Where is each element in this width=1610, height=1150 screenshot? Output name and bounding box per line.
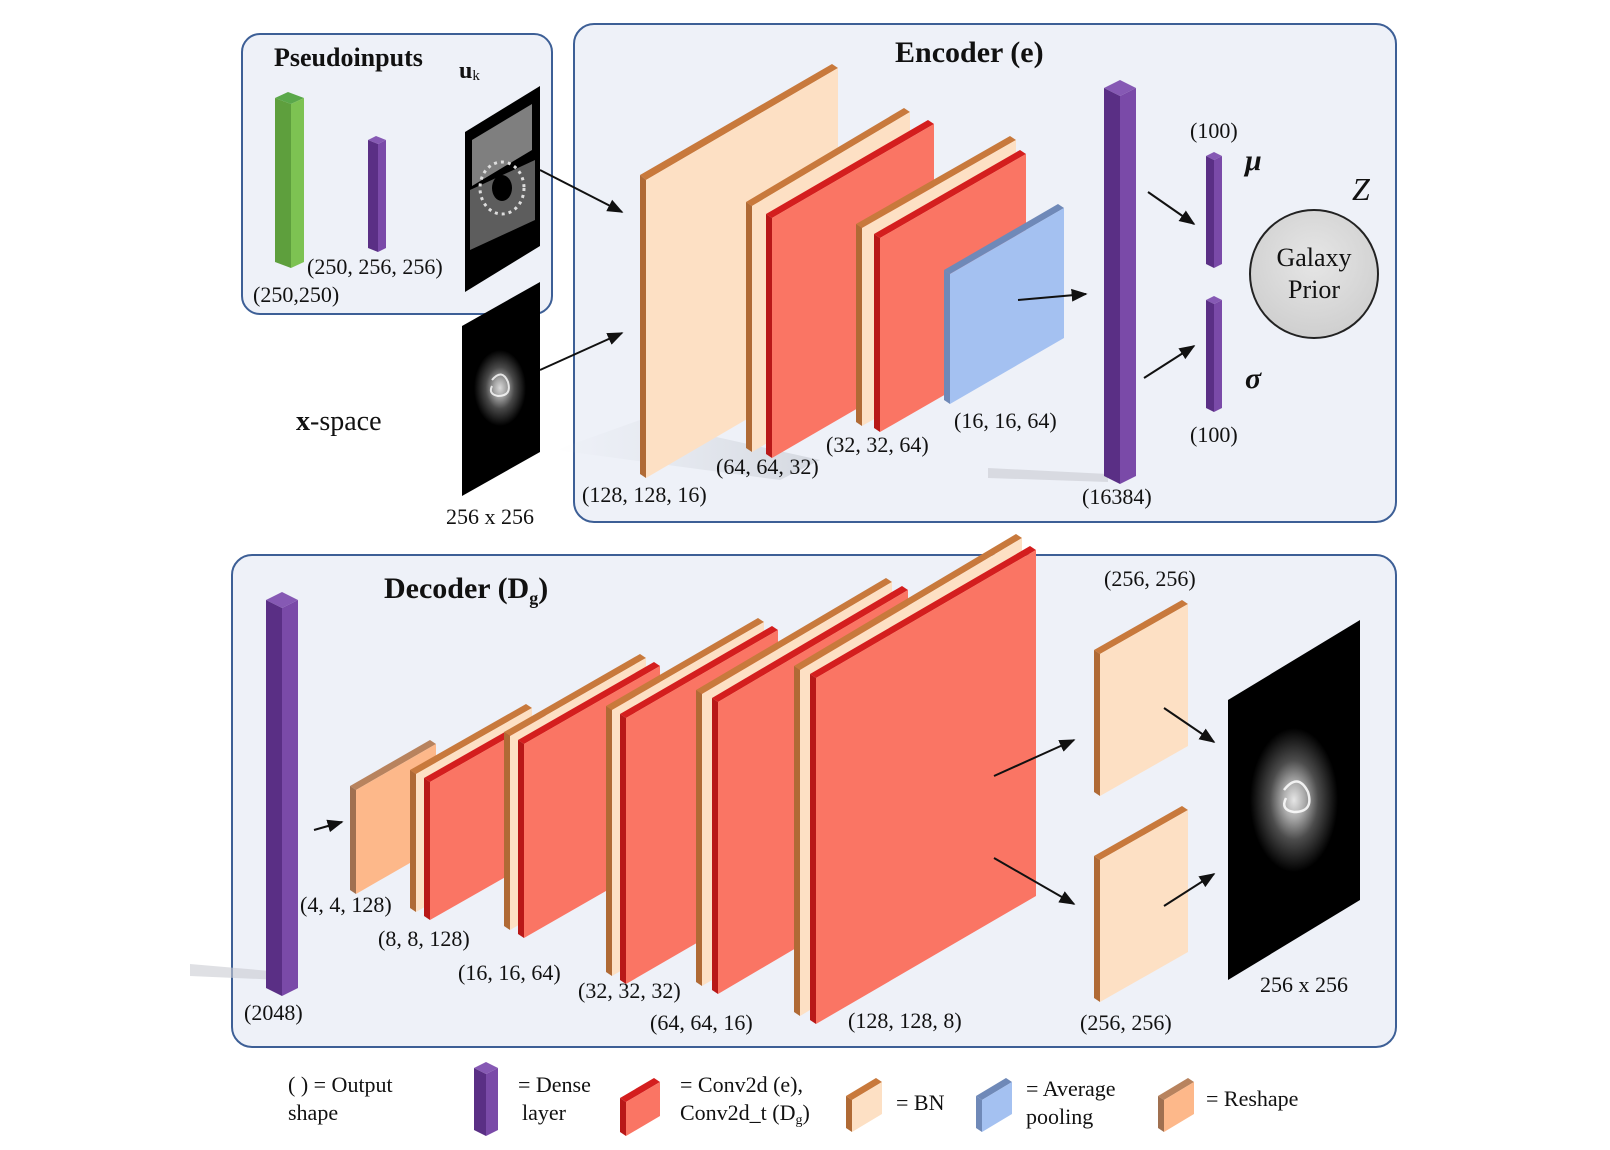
legend-reshape: = Reshape — [1206, 1086, 1298, 1111]
head-top-shape: (256, 256) — [1104, 566, 1196, 591]
pseudoinputs-title: Pseudoinputs — [274, 43, 423, 72]
arrow-pool-to-dense — [1017, 288, 1088, 302]
x-space-label: x-space — [296, 406, 382, 437]
enc-shape-5: (16384) — [1082, 484, 1152, 509]
dec-shape-4: (32, 32, 32) — [578, 978, 681, 1003]
arrow-dense-to-reshape — [313, 819, 344, 833]
legend-conv-1: = Conv2d (e), — [680, 1072, 803, 1097]
dec-shape-6: (128, 128, 8) — [848, 1008, 962, 1033]
galaxy-prior-node: Galaxy Prior — [1249, 209, 1379, 339]
mu-dense-layer — [1206, 152, 1222, 268]
encoder-avg-pool — [944, 204, 1064, 404]
z-symbol: Z — [1352, 171, 1371, 207]
prior-line-2: Prior — [1288, 275, 1340, 304]
green-dense-layer — [275, 92, 304, 268]
arrow-x-to-encoder — [539, 332, 624, 371]
decoder-title: Decoder (Dg) — [384, 572, 548, 608]
legend-conv-swatch — [620, 1078, 660, 1136]
arrow-head-top-to-output — [1163, 707, 1216, 743]
dec-shape-reshape: (4, 4, 128) — [300, 892, 392, 917]
uk-label: uk — [459, 58, 480, 84]
legend-dense-swatch — [474, 1062, 498, 1136]
mu-shape: (100) — [1190, 118, 1238, 143]
legend-output-shape-2: shape — [288, 1100, 338, 1125]
input-size-label: 256 x 256 — [446, 504, 534, 529]
pseudoinput-image — [465, 86, 540, 292]
arrow-to-mu — [1147, 191, 1196, 225]
dec-shape-dense: (2048) — [244, 1000, 303, 1025]
input-galaxy-image — [462, 282, 540, 496]
encoder-dense-layer — [1104, 80, 1136, 484]
sigma-dense-layer — [1206, 296, 1222, 412]
legend-bn: = BN — [896, 1090, 945, 1115]
head-bottom-shape: (256, 256) — [1080, 1010, 1172, 1035]
arrow-pseudo-to-encoder — [539, 169, 624, 213]
pseudo-dense-layer — [368, 136, 386, 252]
enc-shape-4: (16, 16, 64) — [954, 408, 1057, 433]
legend-conv-2: Conv2d_t (Dg) — [680, 1100, 810, 1128]
encoder-dense-shadow — [988, 468, 1108, 482]
arrow-head-bottom-to-output — [1163, 873, 1216, 907]
legend-dense-2: layer — [522, 1100, 567, 1125]
mu-symbol: μ — [1243, 144, 1262, 177]
legend-pool-1: = Average — [1026, 1076, 1116, 1101]
decoder-conv-5 — [810, 546, 1036, 1024]
legend-reshape-swatch — [1158, 1078, 1194, 1132]
sigma-shape: (100) — [1190, 422, 1238, 447]
legend-pool-swatch — [976, 1078, 1012, 1132]
decoder-head-bottom — [1094, 806, 1188, 1002]
enc-shape-1: (128, 128, 16) — [582, 482, 707, 507]
decoder-dense-layer — [266, 592, 298, 996]
legend-dense-1: = Dense — [518, 1072, 591, 1097]
decoder-head-top — [1094, 600, 1188, 796]
pseudo-purple-shape: (250, 256, 256) — [307, 254, 443, 279]
legend-bn-swatch — [846, 1078, 882, 1132]
arrow-to-head-bottom — [993, 857, 1076, 905]
dec-shape-2: (8, 8, 128) — [378, 926, 470, 951]
output-size-label: 256 x 256 — [1260, 972, 1348, 997]
sigma-symbol: σ — [1245, 362, 1262, 395]
dec-shape-5: (64, 64, 16) — [650, 1010, 753, 1035]
enc-shape-3: (32, 32, 64) — [826, 432, 929, 457]
decoder-dense-shadow — [190, 964, 282, 980]
encoder-title: Encoder (e) — [895, 36, 1044, 69]
output-galaxy-image — [1228, 620, 1360, 980]
enc-shape-2: (64, 64, 32) — [716, 454, 819, 479]
legend-output-shape-1: ( ) = Output — [288, 1072, 393, 1097]
arrow-to-sigma — [1143, 345, 1196, 379]
dec-shape-3: (16, 16, 64) — [458, 960, 561, 985]
legend: ( ) = Output shape = Dense layer = Conv2… — [288, 1062, 1298, 1136]
pseudo-green-shape: (250,250) — [253, 282, 339, 307]
prior-line-1: Galaxy — [1276, 243, 1351, 272]
legend-pool-2: pooling — [1026, 1104, 1093, 1129]
arrow-to-head-top — [993, 739, 1076, 777]
